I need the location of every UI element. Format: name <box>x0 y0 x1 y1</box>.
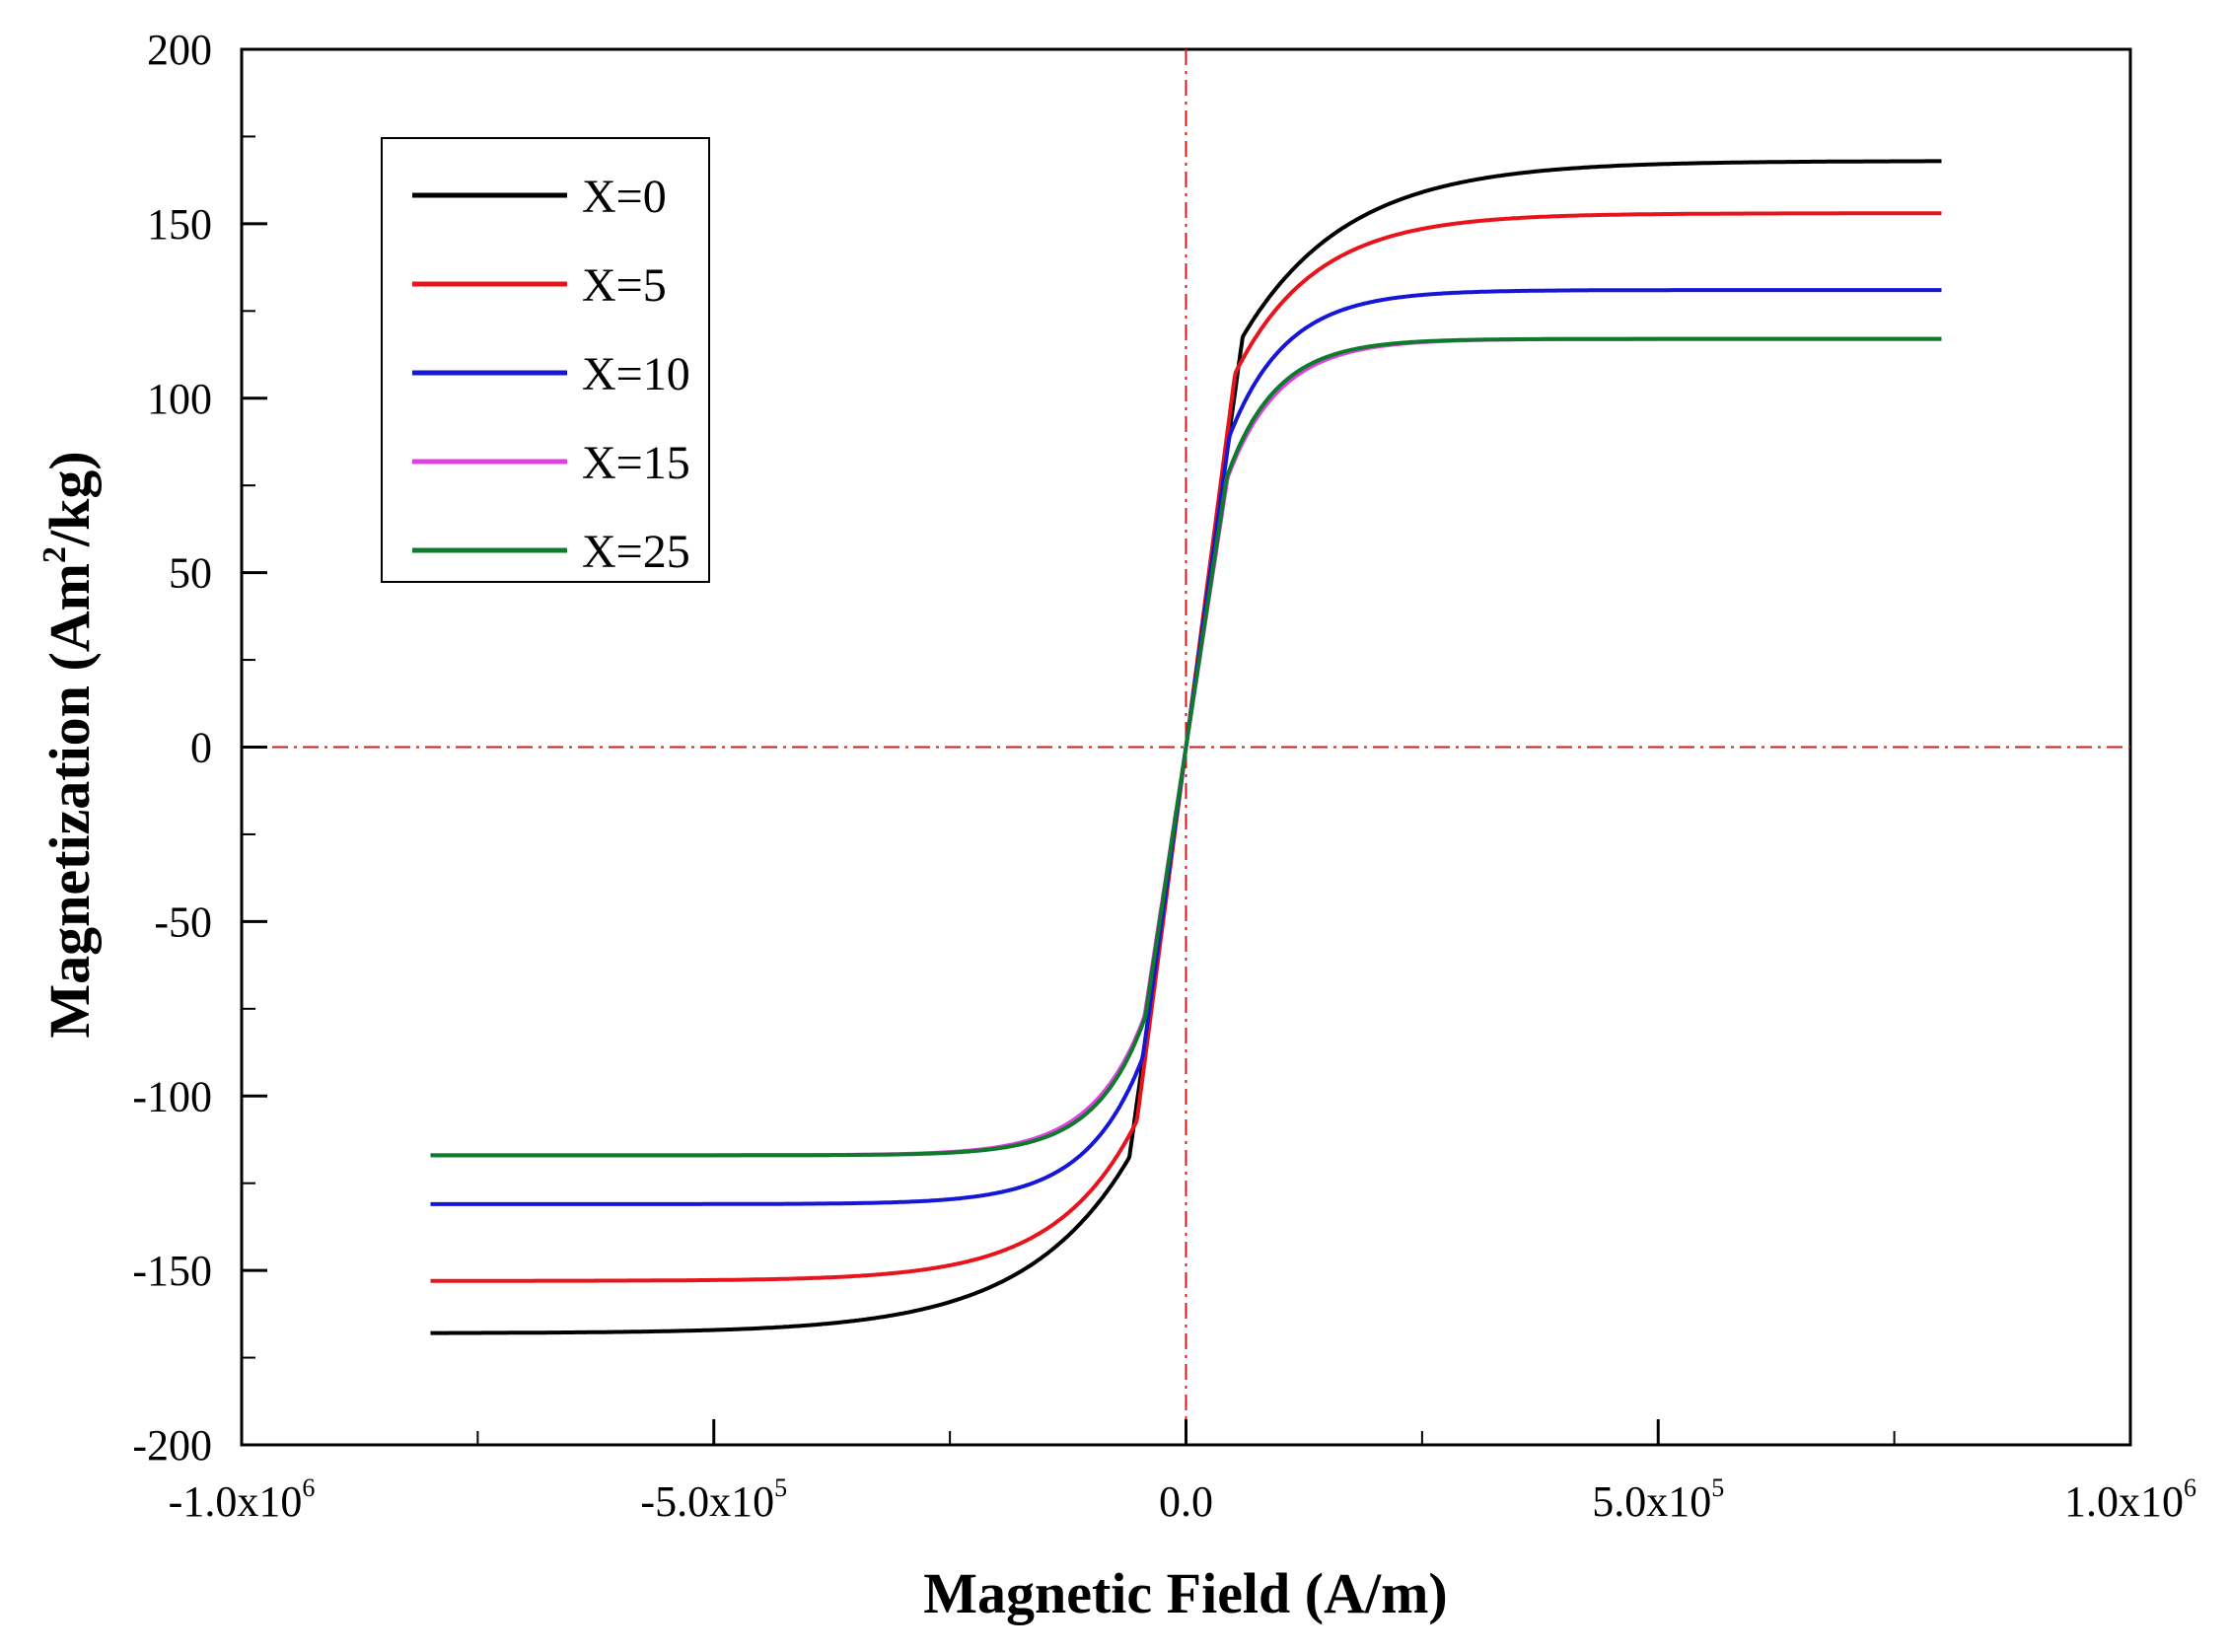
legend-label: X=5 <box>582 259 667 312</box>
y-axis-title-main: Magnetization (Am <box>37 563 102 1039</box>
legend-box <box>381 137 710 583</box>
x-axis-ticks <box>240 1419 2132 1445</box>
y-tick-label: -150 <box>132 1247 212 1295</box>
y-tick-label: 150 <box>147 200 212 249</box>
y-axis-title-sup: 2 <box>36 546 73 563</box>
y-tick-label: -100 <box>132 1072 212 1120</box>
y-axis-ticks <box>242 47 267 1447</box>
y-tick-label: -200 <box>132 1421 212 1470</box>
y-tick-label: 0 <box>190 724 212 772</box>
y-tick-label: 200 <box>147 26 212 74</box>
x-tick-label: -5.0x105 <box>640 1473 787 1526</box>
x-tick-label: -1.0x106 <box>169 1473 316 1526</box>
x-tick-label: 1.0x106 <box>2064 1473 2196 1526</box>
x-axis-title: Magnetic Field (A/m) <box>923 1561 1448 1625</box>
x-axis-tick-labels: -1.0x106 -5.0x105 0.0 5.0x105 1.0x106 <box>169 1473 2196 1526</box>
y-axis-title: Magnetization (Am2/kg) <box>36 451 102 1038</box>
series-line-x-25 <box>430 336 1942 1158</box>
y-axis-tick-labels: 200 150 100 50 0 -50 -100 -150 -200 <box>132 26 212 1470</box>
x-tick-label: 5.0x105 <box>1592 1473 1724 1526</box>
legend-label: X=0 <box>582 171 667 223</box>
series-lines <box>430 159 1942 1335</box>
legend: X=0 X=5 X=10 X=15 X=25 <box>381 137 710 583</box>
legend-label: X=15 <box>582 437 690 489</box>
y-axis-title-tail: /kg) <box>37 451 102 547</box>
y-tick-label: 100 <box>147 375 212 423</box>
y-tick-label: -50 <box>154 898 212 946</box>
y-tick-label: 50 <box>169 549 212 598</box>
legend-label: X=25 <box>582 526 690 578</box>
x-tick-label: 0.0 <box>1159 1477 1213 1526</box>
legend-label: X=10 <box>582 348 690 400</box>
